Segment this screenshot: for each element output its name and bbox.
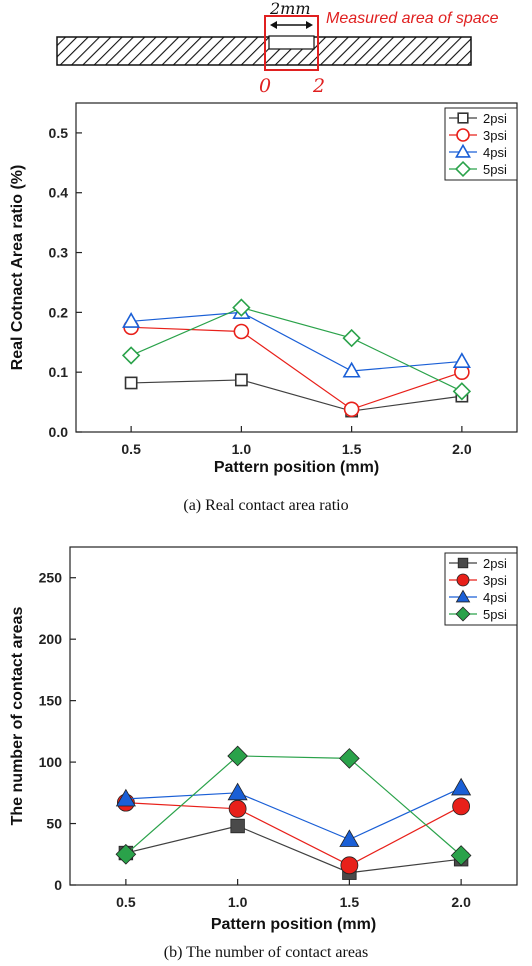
x-tick-label: 1.0: [232, 441, 252, 457]
data-point: [227, 745, 248, 767]
chart-number-of-contact-areas: 0 50 100 150 200 250 0.5 1.0 1.5 2.0 Pattern posit…: [9, 546, 518, 961]
data-point: [451, 777, 472, 796]
data-point: [233, 323, 250, 340]
data-point: [339, 748, 360, 769]
y-tick-label: 250: [39, 570, 63, 586]
y-tick-label: 0.5: [49, 125, 69, 141]
data-point: [343, 401, 360, 418]
data-point: [227, 782, 248, 801]
legend-marker: [455, 589, 471, 603]
legend-label: 3psi: [483, 573, 507, 588]
x-axis-label: Pattern position (mm): [211, 916, 376, 933]
x-tick-label: 2.0: [451, 894, 471, 910]
series-line: [131, 379, 462, 412]
y-tick-label: 0.3: [49, 245, 69, 261]
data-point: [228, 799, 247, 818]
legend: 2psi 3psi 4psi 5psi: [444, 107, 518, 181]
legend-marker: [455, 143, 471, 158]
legend-label: 2psi: [483, 556, 507, 571]
legend-label: 4psi: [483, 590, 507, 605]
series-line: [125, 825, 462, 874]
legend-marker: [454, 160, 472, 178]
chart-real-contact-area-ratio: 0.0 0.1 0.2 0.3 0.4 0.5 0.5 1.0 1.5 2.0 Pattern po…: [9, 102, 518, 514]
data-point: [452, 352, 471, 368]
legend-label: 2psi: [483, 111, 507, 126]
data-point: [452, 382, 472, 401]
series-line: [125, 755, 462, 856]
y-axis-label: Real Cotnact Area ratio (%): [9, 165, 26, 371]
series-5psi: [121, 298, 472, 401]
measured-area-label: Measured area of space: [326, 10, 499, 27]
y-tick-label: 0.2: [49, 304, 69, 320]
legend-label: 5psi: [483, 162, 507, 177]
x-tick-label: 0.5: [116, 894, 136, 910]
width-arrow-right-head: [306, 21, 313, 29]
start-label: 0: [259, 75, 271, 97]
legend-label: 4psi: [483, 145, 507, 160]
legend-marker: [457, 112, 469, 124]
series-line: [131, 311, 462, 372]
legend-label: 3psi: [483, 128, 507, 143]
width-label: 2mm: [269, 0, 311, 18]
data-point: [124, 376, 138, 390]
y-tick-label: 0: [54, 877, 62, 893]
measurement-diagram: 2mm Measured area of space 0 2: [56, 0, 499, 97]
y-tick-label: 0.0: [49, 424, 69, 440]
data-point: [230, 818, 245, 834]
legend: 2psi 3psi 4psi 5psi: [444, 552, 518, 626]
series-line: [131, 326, 463, 410]
x-tick-label: 1.5: [342, 441, 362, 457]
legend-marker: [457, 557, 469, 569]
legend-marker: [456, 128, 470, 142]
legend-marker: [456, 573, 470, 587]
x-tick-label: 2.0: [452, 441, 472, 457]
legend-marker: [455, 606, 471, 622]
y-tick-label: 150: [39, 693, 63, 709]
data-point: [450, 845, 472, 866]
data-point: [122, 312, 141, 328]
plot-frame: [75, 102, 518, 433]
y-tick-label: 200: [39, 631, 63, 647]
series-line: [125, 787, 462, 841]
data-point: [452, 797, 471, 816]
series-2psi: [118, 818, 469, 880]
series-2psi: [124, 373, 469, 418]
legend-label: 5psi: [483, 607, 507, 622]
y-axis-label: The number of contact areas: [9, 607, 26, 826]
measured-area-box: [264, 15, 319, 71]
data-point: [232, 298, 251, 317]
data-point: [115, 843, 137, 865]
data-point: [342, 361, 361, 378]
chart-caption: (a) Real contact area ratio: [183, 497, 348, 514]
data-point: [115, 788, 136, 807]
series-5psi: [115, 745, 472, 866]
series-4psi: [115, 777, 472, 847]
chart-caption: (b) The number of contact areas: [164, 944, 369, 961]
end-label: 2: [312, 75, 325, 97]
y-tick-label: 100: [39, 754, 63, 770]
data-point: [121, 346, 141, 365]
series-4psi: [122, 303, 471, 378]
y-tick-label: 0.4: [49, 185, 69, 201]
width-arrow-left-head: [270, 21, 277, 29]
plot-frame: [69, 546, 518, 886]
data-point: [339, 829, 360, 847]
data-point: [342, 328, 361, 348]
series-3psi: [116, 793, 471, 875]
pattern-gap: [268, 35, 315, 50]
data-point: [234, 373, 248, 387]
series-line: [130, 306, 463, 392]
y-tick-label: 0.1: [49, 364, 69, 380]
x-tick-label: 0.5: [121, 441, 141, 457]
x-tick-label: 1.0: [228, 894, 248, 910]
x-tick-label: 1.5: [340, 894, 360, 910]
data-point: [340, 856, 359, 875]
y-tick-label: 50: [46, 816, 62, 832]
x-axis-label: Pattern position (mm): [214, 459, 379, 476]
